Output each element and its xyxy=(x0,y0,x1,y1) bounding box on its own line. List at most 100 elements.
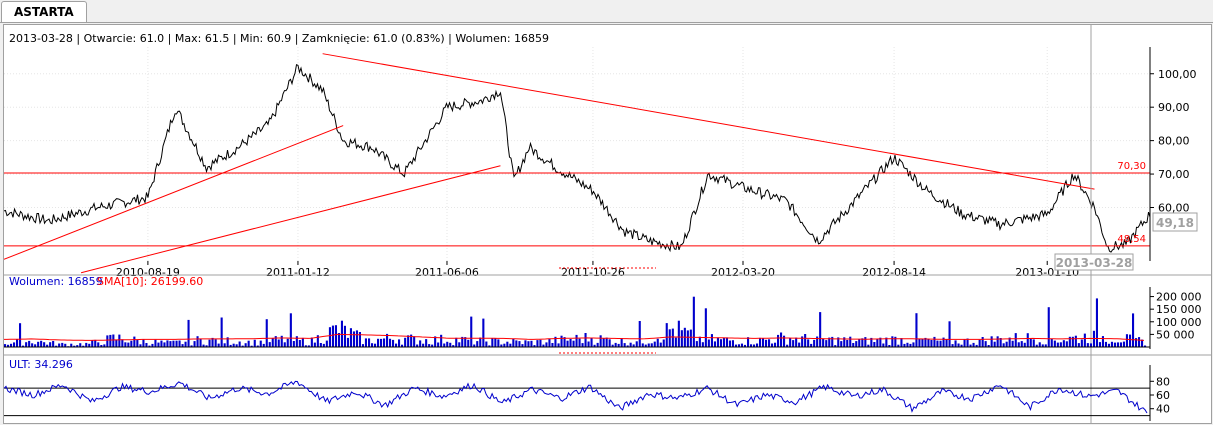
volume-bar xyxy=(512,339,515,347)
volume-bar xyxy=(298,340,301,347)
volume-bar xyxy=(1089,343,1092,347)
ult-label: ULT: 34.296 xyxy=(9,358,73,371)
volume-bar xyxy=(64,343,67,347)
volume-bar xyxy=(557,343,560,347)
volume-bar xyxy=(1035,344,1038,347)
volume-bar xyxy=(316,335,319,347)
volume-bar xyxy=(461,336,464,347)
volume-bar xyxy=(1083,333,1086,347)
volume-bar xyxy=(798,342,801,347)
ult-line xyxy=(3,380,1148,414)
volume-bar xyxy=(611,344,614,347)
chart-panel[interactable]: 2013-03-28 | Otwarcie: 61.0 | Max: 61.5 … xyxy=(3,24,1212,424)
volume-bar xyxy=(1032,339,1035,347)
volume-bar xyxy=(1141,339,1144,347)
volume-bar xyxy=(1098,342,1101,347)
volume-bar xyxy=(220,317,223,347)
volume-bar xyxy=(509,343,512,347)
volume-bar xyxy=(286,338,289,347)
volume-bar xyxy=(677,320,680,347)
volume-bar xyxy=(828,337,831,347)
volume-bar xyxy=(939,340,942,347)
volume-bar xyxy=(954,340,957,347)
price-ytick-label: 80,00 xyxy=(1158,135,1190,148)
volume-bar xyxy=(325,340,328,347)
volume-bar xyxy=(918,338,921,347)
volume-bar xyxy=(202,344,205,347)
volume-bar xyxy=(786,344,789,347)
volume-bar xyxy=(380,338,383,347)
volume-bar xyxy=(590,338,593,347)
volume-bar xyxy=(698,336,701,347)
current-price-box xyxy=(1152,212,1198,232)
trendline xyxy=(80,165,501,274)
volume-bar xyxy=(497,339,500,347)
volume-bar xyxy=(112,334,115,347)
volume-bar xyxy=(343,325,346,347)
volume-bar xyxy=(199,338,202,347)
volume-bar xyxy=(1125,334,1128,347)
volume-bar xyxy=(446,341,449,347)
volume-bar xyxy=(1011,340,1014,347)
chart-svg[interactable]: 2013-03-28 | Otwarcie: 61.0 | Max: 61.5 … xyxy=(3,25,1211,423)
price-xtick-label: 2011-10-26 xyxy=(561,266,625,279)
price-level-label: 70,30 xyxy=(1117,161,1146,172)
volume-bar xyxy=(1023,342,1026,347)
volume-bar xyxy=(46,344,49,347)
volume-bar xyxy=(349,328,352,347)
volume-bar xyxy=(822,338,825,347)
volume-bar xyxy=(759,337,762,347)
volume-bar xyxy=(810,343,813,347)
volume-bar xyxy=(265,319,268,347)
volume-panel: Wolumen: 16859 SMA[10]: 26199.60 200 000… xyxy=(4,274,1211,354)
volume-bar xyxy=(789,338,792,347)
volume-bar xyxy=(747,337,750,347)
volume-bar xyxy=(1041,344,1044,347)
volume-bar xyxy=(966,338,969,347)
volume-bar xyxy=(100,345,103,347)
volume-bar xyxy=(449,342,452,347)
volume-bar xyxy=(1059,342,1062,347)
volume-bar xyxy=(139,344,142,347)
volume-bar xyxy=(774,342,777,347)
volume-bar xyxy=(289,313,292,347)
volume-bar xyxy=(211,337,214,347)
volume-bar xyxy=(536,340,539,347)
volume-bar xyxy=(768,339,771,347)
volume-bar xyxy=(780,332,783,347)
volume-bar xyxy=(909,343,912,347)
volume-bar xyxy=(765,339,768,347)
volume-bar xyxy=(398,339,401,347)
volume-bar xyxy=(737,344,740,347)
volume-bar xyxy=(623,343,626,347)
volume-bar xyxy=(307,345,310,347)
volume-bar xyxy=(804,334,807,347)
volume-bar xyxy=(1138,337,1141,347)
volume-bar xyxy=(491,338,494,347)
volume-bar xyxy=(13,342,16,347)
volume-bar xyxy=(268,342,271,347)
volume-bar xyxy=(425,339,428,347)
volume-bar xyxy=(533,345,536,347)
volume-bar xyxy=(506,341,509,347)
volume-bar xyxy=(374,343,377,347)
volume-bar xyxy=(404,337,407,347)
volume-bar xyxy=(358,332,361,347)
volume-bar xyxy=(680,330,683,347)
volume-bar xyxy=(527,341,530,347)
volume-bar xyxy=(783,335,786,347)
volume-bar xyxy=(148,345,151,347)
tab-astarta[interactable]: ASTARTA xyxy=(1,1,87,22)
volume-bar xyxy=(443,343,446,347)
volume-bar xyxy=(434,336,437,347)
volume-bar xyxy=(620,338,623,347)
volume-bar xyxy=(1095,298,1098,347)
volume-bar xyxy=(539,339,542,347)
volume-bar xyxy=(118,334,121,347)
volume-bar xyxy=(581,343,584,347)
volume-bar xyxy=(840,341,843,347)
volume-bar xyxy=(271,338,274,347)
volume-bar xyxy=(978,339,981,347)
volume-bar xyxy=(431,344,434,347)
